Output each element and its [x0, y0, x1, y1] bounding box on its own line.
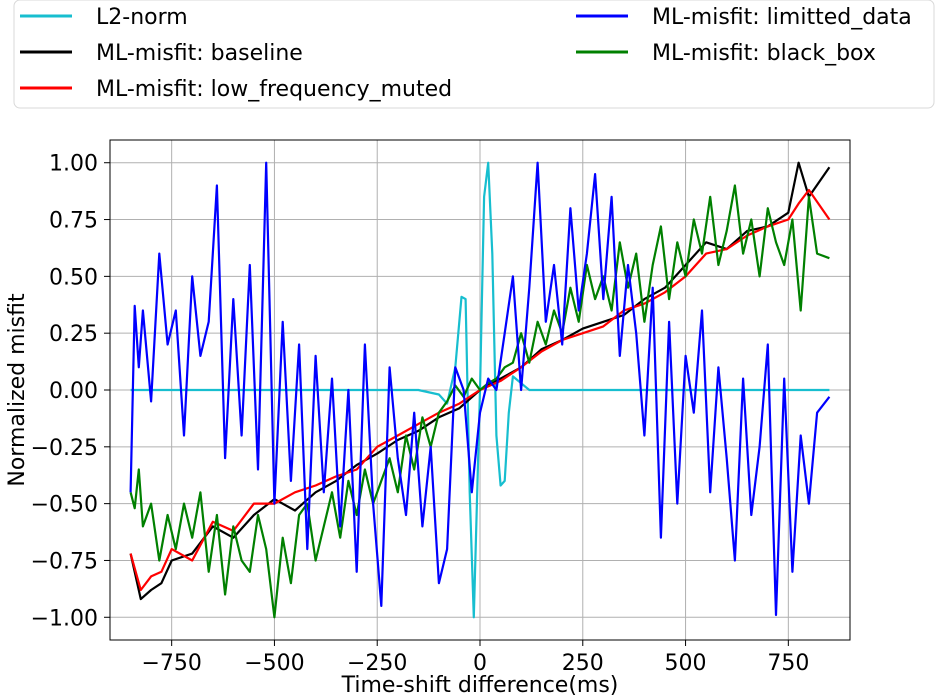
y-axis-label: Normalized misfit	[5, 293, 30, 487]
y-tick-label: 0.25	[49, 322, 98, 347]
series-line-ml-misfit-black-box	[129, 184, 830, 619]
x-tick-label: 750	[767, 651, 809, 676]
y-tick-label: −0.50	[31, 493, 98, 518]
legend-label: ML-misfit: limitted_data	[652, 5, 912, 30]
series-group	[129, 161, 831, 619]
x-tick-label: 250	[562, 651, 604, 676]
x-tick-label: 500	[665, 651, 707, 676]
legend-label: ML-misfit: baseline	[96, 41, 303, 66]
legend-label: L2-norm	[96, 5, 188, 30]
series-line-ml-misfit-limitted-data	[129, 161, 831, 617]
y-tick-label: −1.00	[31, 606, 98, 631]
x-tick-label: −500	[244, 651, 304, 676]
y-tick-label: −0.25	[31, 436, 98, 461]
y-tick-label: 0.00	[49, 379, 98, 404]
legend-box	[13, 0, 935, 109]
x-tick-label: −250	[347, 651, 407, 676]
y-tick-label: 1.00	[49, 152, 98, 177]
legend: L2-norm ML-misfit: baseline ML-misfit: low…	[13, 0, 935, 109]
y-tick-label: 0.75	[49, 209, 98, 234]
y-tick-label: 0.50	[49, 265, 98, 290]
series-line-l2-norm	[130, 161, 830, 619]
y-tick-label: −0.75	[31, 549, 98, 574]
x-tick-label: −750	[141, 651, 201, 676]
legend-label: ML-misfit: black_box	[652, 41, 876, 66]
x-tick-label: 0	[473, 651, 487, 676]
x-axis-label: Time-shift difference(ms)	[341, 673, 619, 698]
legend-label: ML-misfit: low_frequency_muted	[96, 77, 452, 102]
axis-ticks: −750 −500 −250 0 250 500 750 1.00 0.75 0.50 0.25 0.…	[31, 152, 810, 676]
